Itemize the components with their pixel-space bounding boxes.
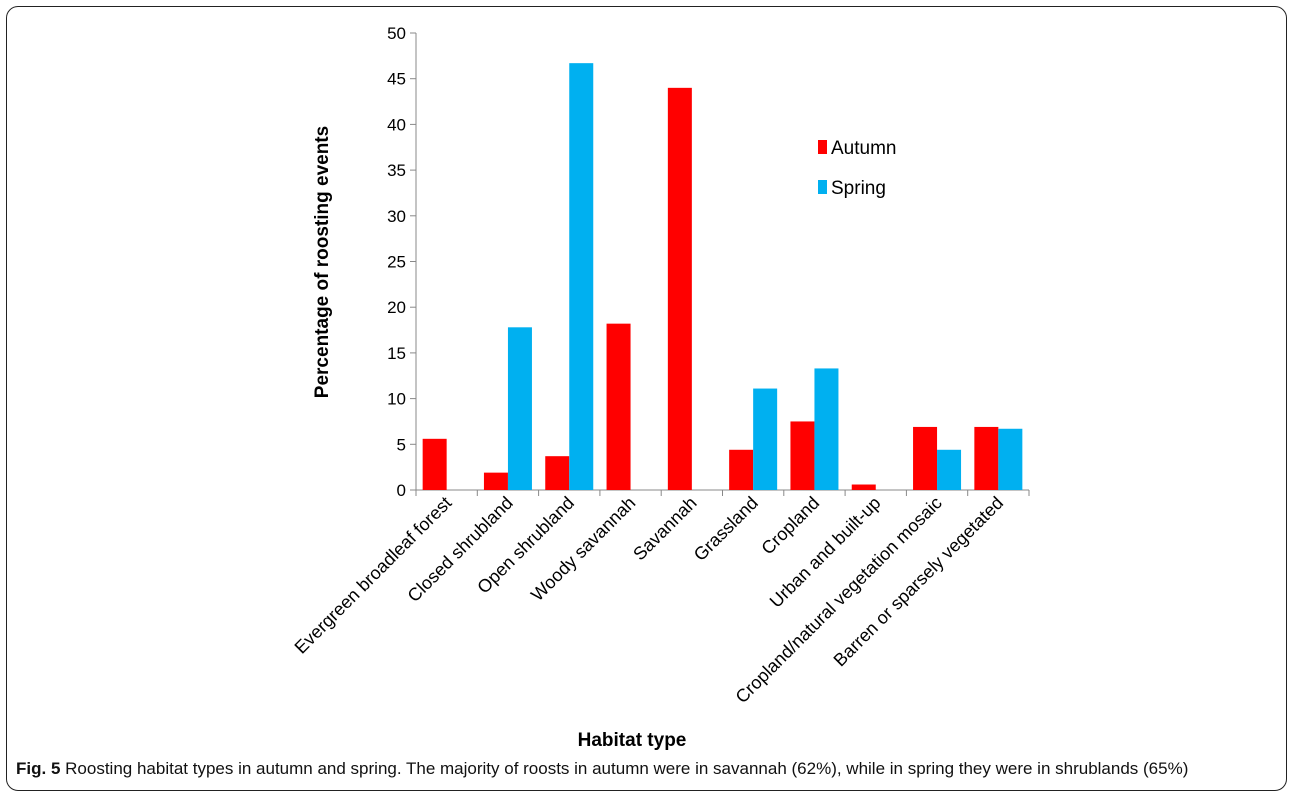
y-tick-label: 35 bbox=[387, 161, 406, 180]
y-tick-label: 25 bbox=[387, 253, 406, 272]
bar-autumn bbox=[667, 87, 692, 490]
y-tick-label: 30 bbox=[387, 207, 406, 226]
bar-spring bbox=[998, 428, 1023, 490]
bar-autumn bbox=[729, 449, 754, 490]
bar-autumn bbox=[913, 426, 938, 490]
bar-spring bbox=[814, 368, 839, 490]
x-tick-label: Savannah bbox=[629, 493, 700, 564]
x-axis-label: Habitat type bbox=[578, 730, 687, 751]
bar-autumn bbox=[606, 323, 631, 490]
bar-autumn bbox=[851, 484, 876, 490]
x-tick-label: Urban and built-up bbox=[766, 493, 885, 612]
bar-spring bbox=[753, 388, 778, 490]
bar-autumn bbox=[974, 426, 999, 490]
y-tick-label: 50 bbox=[387, 24, 406, 43]
y-tick-label: 0 bbox=[397, 481, 406, 500]
y-tick-label: 45 bbox=[387, 70, 406, 89]
y-axis-label: Percentage of roosting events bbox=[312, 126, 333, 398]
legend-swatch-autumn bbox=[818, 140, 827, 154]
legend: Autumn Spring bbox=[818, 138, 896, 199]
figure-label: Fig. 5 bbox=[16, 759, 61, 778]
x-tick-label: Grassland bbox=[690, 493, 762, 565]
legend-swatch-spring bbox=[818, 180, 827, 194]
figure-frame bbox=[6, 6, 1287, 791]
y-tick-label: 15 bbox=[387, 344, 406, 363]
bar-spring bbox=[507, 327, 532, 490]
legend-label-autumn: Autumn bbox=[831, 138, 896, 159]
bar-spring bbox=[937, 449, 962, 490]
y-axis: 0 5 10 15 20 25 30 35 40 45 50 bbox=[387, 24, 417, 500]
bar-autumn bbox=[545, 456, 570, 490]
bar-autumn bbox=[790, 421, 815, 490]
caption-text: Roosting habitat types in autumn and spr… bbox=[65, 759, 1189, 778]
y-tick-label: 20 bbox=[387, 298, 406, 317]
figure-caption: Fig. 5 Roosting habitat types in autumn … bbox=[16, 759, 1281, 779]
bar-chart: 0 5 10 15 20 25 30 35 40 45 50 Evergreen broadleaf… bbox=[291, 24, 1030, 751]
x-tick-label: Woody savannah bbox=[527, 493, 639, 605]
bar-spring bbox=[569, 63, 594, 491]
y-tick-label: 10 bbox=[387, 390, 406, 409]
bar-autumn bbox=[483, 472, 508, 490]
x-tick-label: Closed shrubland bbox=[404, 493, 517, 606]
y-tick-label: 40 bbox=[387, 115, 406, 134]
y-tick-label: 5 bbox=[397, 435, 406, 454]
legend-label-spring: Spring bbox=[831, 178, 886, 199]
bars bbox=[422, 63, 1023, 491]
bar-autumn bbox=[422, 438, 447, 490]
